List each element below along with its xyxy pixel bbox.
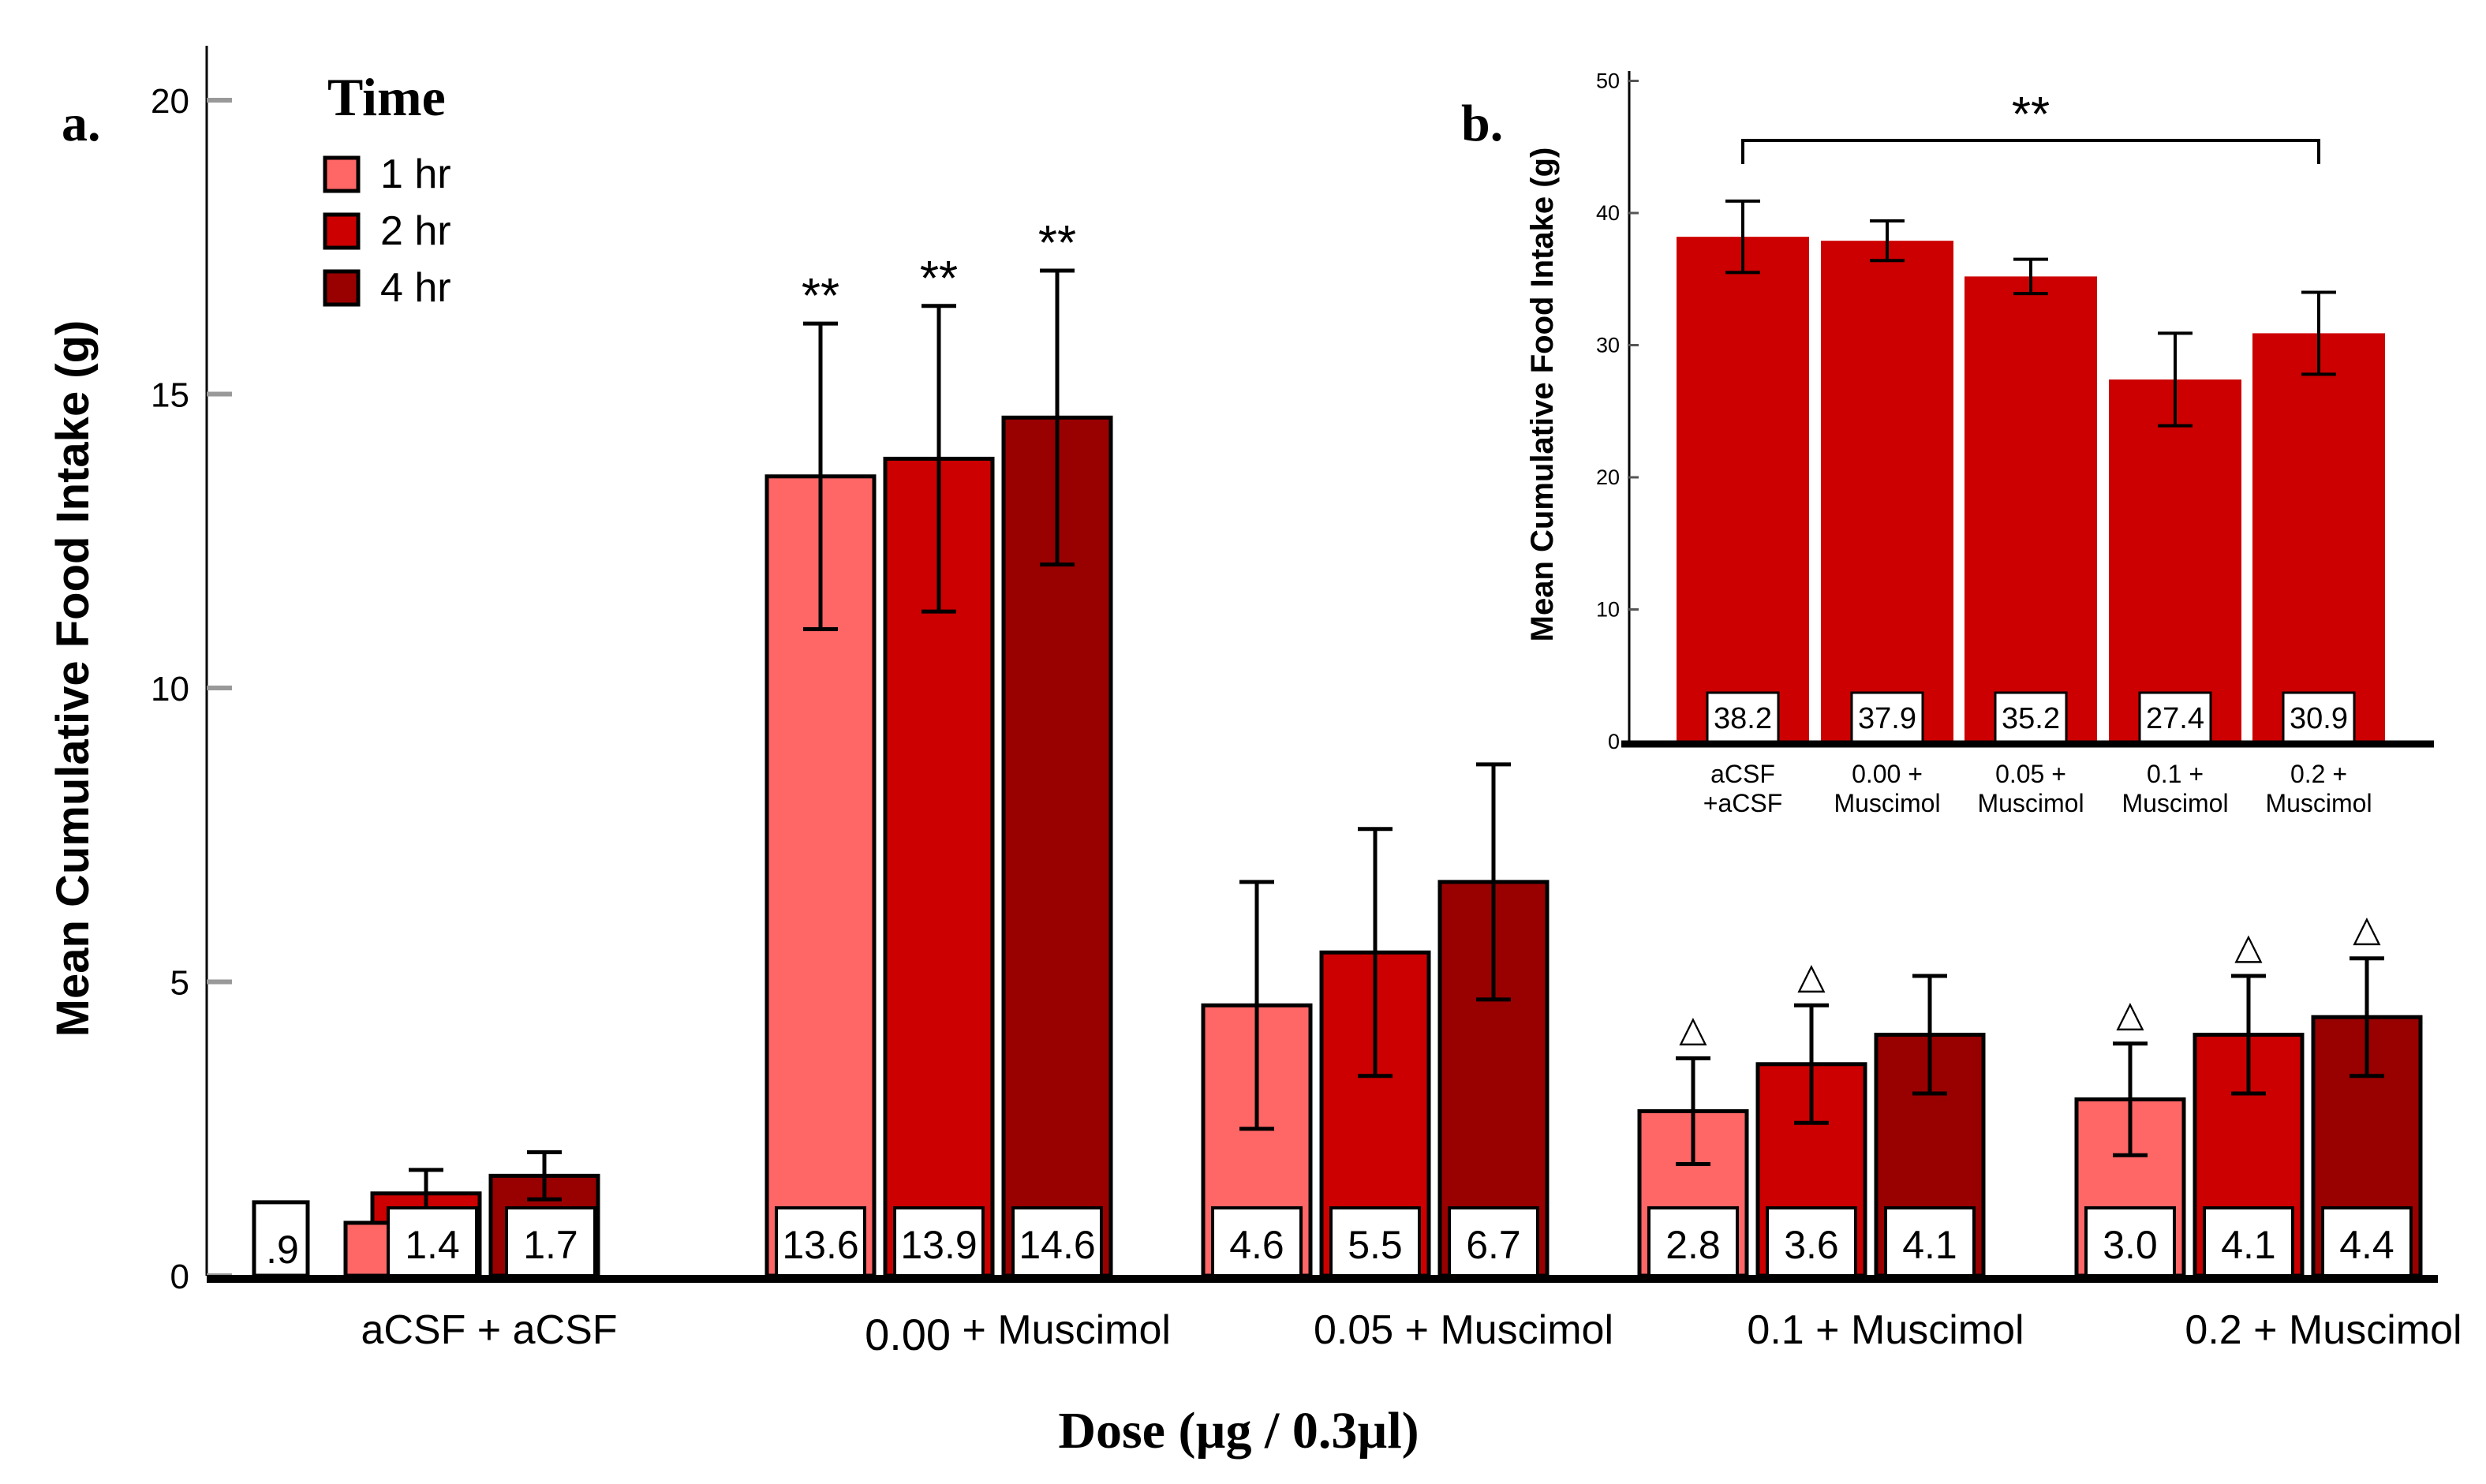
value-label-box — [2321, 1206, 2413, 1277]
value-label-box — [1647, 1206, 1739, 1277]
value-label: .9 — [266, 1228, 299, 1272]
inset-x-category-label: 0.05 + Muscimol — [1977, 760, 2084, 817]
y-axis-title: Mean Cumulative Food Intake (g) — [47, 320, 99, 1037]
inset-value-label-box — [2138, 691, 2212, 743]
legend-swatch-2hr — [323, 212, 361, 250]
inset-x-category-line: 0.1 + — [2147, 760, 2204, 788]
value-label-box — [1884, 1206, 1976, 1277]
inset-value-label-box — [2282, 691, 2356, 743]
inset-x-category-line: 0.00 + — [1852, 760, 1923, 788]
legend-swatch-1hr — [323, 155, 361, 193]
legend-label: 1 hr — [380, 151, 451, 197]
inset-x-category-label: 0.2 + Muscimol — [2265, 760, 2372, 817]
value-label: 1.7 — [523, 1223, 578, 1267]
inset-y-tick-label: 10 — [1596, 598, 1620, 622]
value-label: 14.6 — [1019, 1223, 1095, 1267]
x-category-label: 0.00 + Muscimol — [865, 1307, 1171, 1359]
significance-marker: △ — [2116, 993, 2144, 1034]
inset-y-tick-label: 40 — [1596, 201, 1620, 225]
x-category-label-part: + Muscimol — [951, 1307, 1171, 1353]
significance-marker: ** — [920, 252, 958, 306]
inset-bar-2 — [1965, 276, 2097, 742]
inset-bar-1 — [1821, 241, 1953, 742]
significance-marker: △ — [1797, 955, 1826, 996]
y-tick-label: 15 — [151, 376, 189, 415]
y-tick-label: 5 — [170, 964, 189, 1003]
value-label: 6.7 — [1466, 1223, 1521, 1267]
significance-marker: △ — [1679, 1007, 1707, 1049]
legend-title: Time — [327, 67, 446, 127]
inset-x-category-label: aCSF +aCSF — [1703, 760, 1782, 817]
x-category-label-part: 0.00 — [865, 1310, 951, 1359]
inset-x-category-line: Muscimol — [1977, 789, 2084, 817]
legend-label: 4 hr — [380, 265, 451, 311]
value-label-box — [1329, 1206, 1421, 1277]
value-label: 4.4 — [2339, 1223, 2394, 1267]
significance-bracket — [1741, 139, 2320, 164]
panel-label-b: b. — [1461, 95, 1503, 152]
y-tick-label: 20 — [151, 82, 189, 121]
x-category-label: 0.1 + Muscimol — [1747, 1307, 2024, 1353]
value-label: 3.6 — [1784, 1223, 1839, 1267]
value-label-box — [1766, 1206, 1857, 1277]
significance-marker: △ — [2234, 925, 2263, 966]
value-label: 2.8 — [1665, 1223, 1721, 1267]
value-label: 4.1 — [2221, 1223, 2276, 1267]
inset-bar-3 — [2109, 379, 2241, 742]
x-category-label: aCSF + aCSF — [361, 1307, 617, 1353]
inset-bar-4 — [2252, 333, 2385, 742]
inset-x-category-line: aCSF — [1710, 760, 1775, 788]
significance-marker: ** — [802, 269, 839, 323]
inset-value-label: 27.4 — [2146, 702, 2204, 735]
inset-value-label-box — [1706, 691, 1780, 743]
inset-y-tick-label: 50 — [1596, 69, 1620, 93]
inset-bar-0 — [1677, 237, 1809, 742]
inset-value-label: 30.9 — [2290, 702, 2348, 735]
value-label: 1.4 — [405, 1223, 460, 1267]
value-label: 13.9 — [900, 1223, 977, 1267]
x-category-label: 0.05 + Muscimol — [1314, 1307, 1613, 1353]
inset-x-category-line: 0.2 + — [2290, 760, 2347, 788]
value-label: 3.0 — [2103, 1223, 2158, 1267]
x-axis-title: Dose (µg / 0.3µl) — [1058, 1402, 1419, 1460]
inset-x-category-label: 0.1 + Muscimol — [2122, 760, 2228, 817]
legend-label: 2 hr — [380, 208, 451, 254]
inset-value-label: 38.2 — [1714, 702, 1772, 735]
significance-marker: ** — [2012, 88, 2050, 142]
legend-swatch-4hr — [323, 269, 361, 307]
inset-y-tick-label: 0 — [1608, 730, 1620, 753]
inset-x-category-label: 0.00 + Muscimol — [1834, 760, 1940, 817]
inset-y-tick-label: 20 — [1596, 465, 1620, 489]
significance-marker: ** — [1038, 216, 1076, 271]
inset-y-axis-title: Mean Cumulative Food Intake (g) — [1525, 148, 1560, 642]
value-label-box — [1448, 1206, 1539, 1277]
inset-y-tick-label: 30 — [1596, 334, 1620, 357]
panel-a: a. 0 5 10 15 20 Mean Cumulative Food Intake (g… — [47, 46, 2462, 1460]
inset-x-category-line: +aCSF — [1703, 789, 1782, 817]
value-label: 4.6 — [1229, 1223, 1284, 1267]
panel-b: b. 0 10 20 30 40 50 Mean Cumulative Food Intake… — [1461, 69, 2434, 817]
inset-x-category-line: Muscimol — [1834, 789, 1940, 817]
value-label-box — [505, 1206, 596, 1277]
inset-value-label: 35.2 — [2002, 702, 2060, 735]
inset-value-label-box — [1994, 691, 2068, 743]
value-label: 5.5 — [1348, 1223, 1403, 1267]
value-label: 13.6 — [782, 1223, 858, 1267]
inset-x-category-line: Muscimol — [2265, 789, 2372, 817]
value-label-box — [2203, 1206, 2294, 1277]
significance-marker: △ — [2353, 908, 2381, 949]
y-tick-label: 10 — [151, 670, 189, 708]
y-tick-label: 0 — [170, 1258, 189, 1296]
x-category-label: 0.2 + Muscimol — [2185, 1307, 2462, 1353]
inset-x-category-line: Muscimol — [2122, 789, 2228, 817]
panel-label-a: a. — [62, 95, 101, 152]
inset-value-label: 37.9 — [1858, 702, 1916, 735]
value-label: 4.1 — [1902, 1223, 1957, 1267]
value-label-box — [252, 1200, 310, 1278]
value-label-box — [1211, 1206, 1303, 1277]
inset-x-category-line: 0.05 + — [1995, 760, 2066, 788]
value-label-box — [775, 1206, 866, 1277]
